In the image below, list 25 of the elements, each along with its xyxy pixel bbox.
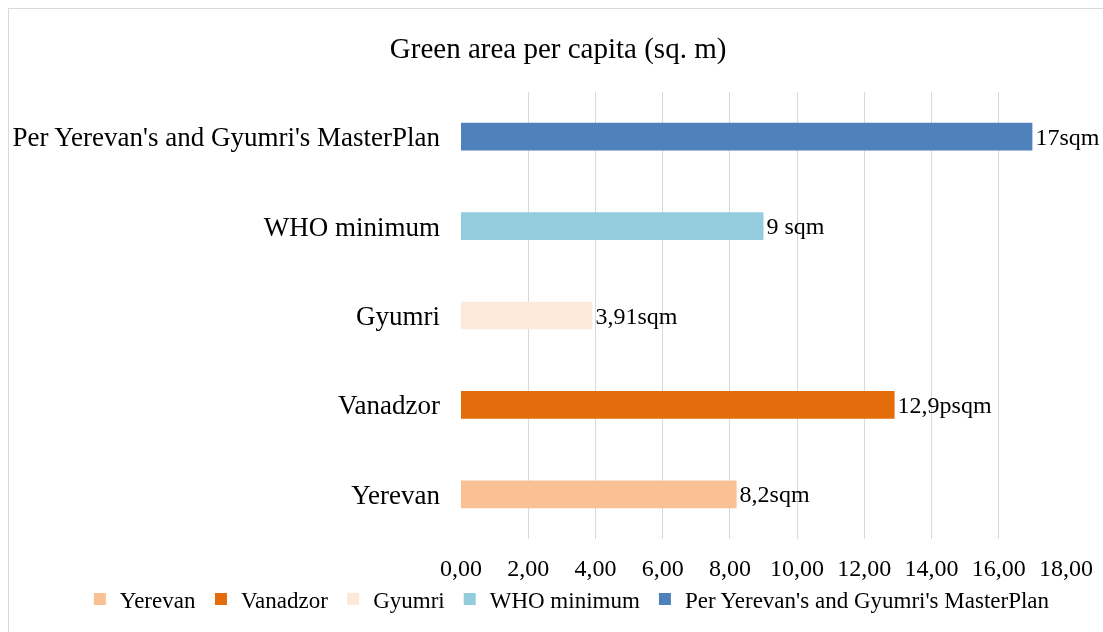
y-tick-label: WHO minimum xyxy=(263,211,440,242)
data-label: 12,9psqm xyxy=(897,391,992,418)
y-tick-label: Vanadzor xyxy=(338,390,440,421)
legend-label: Per Yerevan's and Gyumri's MasterPlan xyxy=(684,588,1050,614)
x-tick-label: 4,00 xyxy=(574,555,617,581)
y-tick-label: Per Yerevan's and Gyumri's MasterPlan xyxy=(12,122,441,153)
data-label: 3,91sqm xyxy=(595,302,678,329)
chart-title: Green area per capita (sq. m) xyxy=(389,31,727,65)
y-tick-label: Gyumri xyxy=(356,300,440,331)
x-tick-label: 12,00 xyxy=(837,555,892,581)
data-label: 8,2sqm xyxy=(739,481,810,508)
x-tick-label: 8,00 xyxy=(708,555,751,581)
x-tick-label: 0,00 xyxy=(440,555,482,581)
data-label: 9 sqm xyxy=(766,213,825,240)
legend-label: Vanadzor xyxy=(240,588,329,614)
x-tick-label: 14,00 xyxy=(904,555,959,581)
x-tick-label: 2,00 xyxy=(507,555,550,581)
x-tick-label: 6,00 xyxy=(641,555,684,581)
legend-label: WHO minimum xyxy=(489,588,640,614)
x-tick-label: 16,00 xyxy=(971,555,1026,581)
legend-label: Yerevan xyxy=(119,588,196,614)
x-tick-label: 10,00 xyxy=(770,555,825,581)
x-tick-label: 18,00 xyxy=(1039,555,1093,581)
data-label: 17sqm xyxy=(1035,123,1100,150)
y-tick-label: Yerevan xyxy=(351,479,441,510)
